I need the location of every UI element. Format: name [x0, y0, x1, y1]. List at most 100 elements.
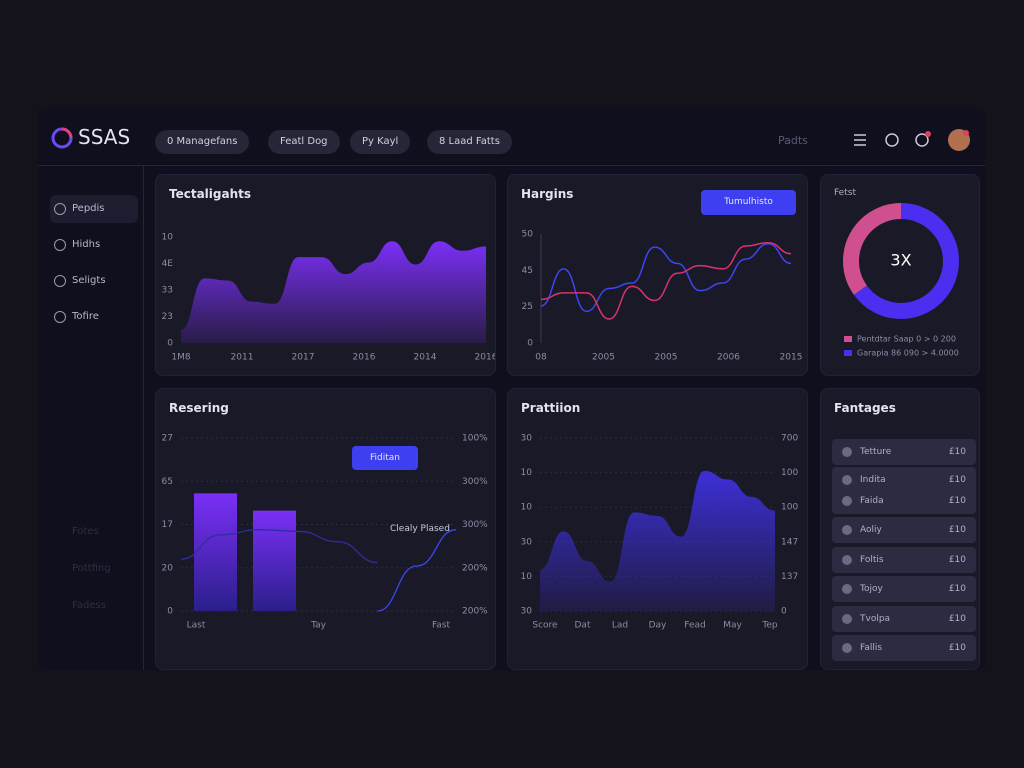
legend-label: Pentdtar Saap 0 > 0 200	[857, 335, 956, 344]
y-tick-label: 30	[521, 434, 533, 444]
row-value: £10	[948, 525, 966, 535]
list-row[interactable]: Aoliy £10	[832, 517, 976, 543]
panel-title: Resering	[169, 401, 229, 415]
x-tick-label: Tep	[761, 621, 778, 631]
nav-item[interactable]: Pottfing	[72, 563, 111, 574]
legend-swatch	[844, 350, 852, 356]
row-label: Indita	[860, 475, 886, 485]
x-tick-label: 1M8	[171, 353, 190, 363]
badge[interactable]: Fiditan	[352, 446, 418, 470]
panel-title: Tectaligahts	[169, 187, 252, 201]
x-tick-label: Tay	[310, 621, 327, 631]
list-row[interactable]: Foltis £10	[832, 546, 976, 573]
nav-icon	[54, 275, 66, 287]
row-label: Faida	[860, 496, 884, 506]
chart: 10 4E 33 23 0 1M8 2011 2017 2016 2014 2016	[162, 233, 495, 363]
row-icon	[842, 613, 852, 624]
line	[377, 529, 457, 612]
logo	[51, 127, 73, 149]
row-value: £10	[948, 475, 966, 485]
filter[interactable]: Py Kayl	[350, 130, 411, 154]
x-tick-label: Day	[649, 621, 667, 631]
line	[540, 241, 792, 320]
filter[interactable]: 0 Managefans	[155, 130, 250, 154]
x-tick-label: 2015	[780, 353, 803, 363]
row-value: £10	[948, 643, 966, 653]
donut-segment	[843, 203, 959, 319]
row-value: £10	[948, 613, 966, 624]
search[interactable]: Padts	[778, 134, 808, 147]
y2-tick-label: 100%	[462, 434, 488, 444]
bar	[194, 493, 237, 611]
row-value: £10	[948, 554, 966, 565]
list-row[interactable]: Fallis £10	[832, 635, 976, 661]
filter[interactable]: Featl Dog	[268, 130, 340, 154]
chart: 30 10 10 30 10 30 700 100 100 147 137 0 Score Dat Lad D…	[521, 434, 799, 631]
panel-title: Fetst	[834, 188, 856, 198]
y2-tick-label: 200%	[462, 563, 488, 573]
x-tick-label: Lad	[612, 621, 628, 631]
filter[interactable]: 8 Laad Fatts	[427, 130, 512, 154]
toolbar-icons	[854, 129, 970, 151]
x-tick-label: 2005	[655, 353, 678, 363]
y-tick-label: 0	[167, 339, 173, 349]
x-tick-label: Fast	[432, 621, 451, 631]
row-icon	[842, 554, 852, 565]
list-row[interactable]: Tvolpa £10	[832, 605, 976, 632]
row-label: Aoliy	[860, 525, 882, 535]
y-tick-label: 10	[521, 468, 533, 478]
list-row[interactable]: Tetture £10	[832, 439, 976, 465]
nav-item[interactable]: Fadess	[72, 600, 106, 611]
x-tick-label: Score	[532, 621, 558, 631]
nav-item[interactable]: Seligts	[50, 267, 138, 295]
nav-icon	[54, 239, 66, 251]
y-tick-label: 27	[162, 434, 173, 444]
nav-icon	[54, 311, 66, 323]
x-tick-label: 2017	[292, 353, 315, 363]
y-tick-label: 10	[521, 503, 533, 513]
row-value: £10	[948, 584, 966, 594]
panel-title: Fantages	[834, 401, 896, 415]
sidebar: Pepdis Hidhs Seligts Tofire Fotes Pottfing Fad…	[38, 165, 144, 670]
x-tick-label: 2011	[231, 353, 254, 363]
nav-item[interactable]: Fotes	[72, 526, 99, 537]
row-label: Tojoy	[860, 584, 883, 594]
button[interactable]: Tumulhisto	[701, 190, 796, 215]
y2-tick-label: 147	[781, 537, 798, 547]
y-tick-label: 30	[521, 537, 533, 547]
y-tick-label: 65	[162, 477, 173, 487]
row-icon	[842, 643, 852, 653]
legend-label: Garapia 86 090 > 4.0000	[857, 349, 959, 358]
nav-item[interactable]: Pepdis	[50, 195, 138, 223]
y-tick-label: 23	[162, 312, 173, 322]
area	[181, 241, 486, 343]
y2-tick-label: 300%	[462, 520, 488, 530]
x-tick-label: 2016	[353, 353, 376, 363]
x-tick-label: Dat	[575, 621, 591, 631]
x-tick-label: 2006	[717, 353, 740, 363]
y2-tick-label: 100	[781, 468, 798, 478]
row-icon	[842, 475, 852, 485]
nav-item[interactable]: Tofire	[50, 303, 138, 331]
row-label: Foltis	[860, 554, 884, 565]
list-row[interactable]: Faida £10	[832, 488, 976, 514]
y2-tick-label: 200%	[462, 607, 488, 617]
row-icon	[842, 525, 852, 535]
row-icon	[842, 584, 852, 594]
y-tick-label: 45	[522, 266, 533, 276]
x-tick-label: Fead	[684, 621, 705, 631]
panel: Fetst 3X Pentdtar Saap 0 > 0 200 Garapia 8…	[820, 174, 980, 376]
y-tick-label: 30	[521, 607, 533, 617]
y-tick-label: 25	[522, 302, 533, 312]
panel: Hargins 50 45 25 0 08 2005 2005 2006 2015 Tumulh…	[507, 174, 808, 376]
line	[540, 243, 792, 313]
top-bar: SSAS 0 Managefans Featl Dog Py Kayl 8 La…	[38, 108, 985, 166]
panel: Tectaligahts 10 4E 33 23 0 1M8 2011 2017 2016 201…	[155, 174, 496, 376]
panel: Fantages Tetture £10 Indita £10 Faida £10 Aoli…	[820, 388, 980, 670]
list-row[interactable]: Tojoy £10	[832, 576, 976, 602]
nav-item[interactable]: Hidhs	[50, 231, 138, 259]
row-icon	[842, 496, 852, 506]
chart: 3X Pentdtar Saap 0 > 0 200 Garapia 86 090 …	[843, 203, 959, 358]
brand: SSAS	[78, 125, 131, 149]
